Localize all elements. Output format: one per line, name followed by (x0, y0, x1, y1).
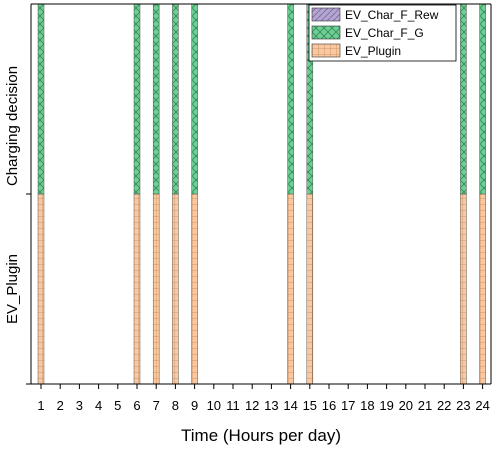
legend-label-ev-char-f-g: EV_Char_F_G (345, 26, 424, 40)
x-ticks-group: 1 2 3 4 5 6 7 8 9 10 11 12 13 14 15 16 17 18 19 20 21 22 23 24 (37, 384, 490, 413)
bar-ev-plugin-hour-23 (460, 193, 467, 385)
x-tick-label: 24 (475, 398, 489, 413)
bar-ev-char-f-g-hour-14 (287, 3, 294, 195)
x-tick-label: 13 (264, 398, 278, 413)
legend-label-ev-plugin: EV_Plugin (345, 44, 401, 58)
x-tick-label: 15 (303, 398, 317, 413)
x-tick-label: 18 (360, 398, 374, 413)
x-tick-label: 6 (133, 398, 140, 413)
bar-ev-char-f-g-hour-7 (152, 3, 160, 195)
x-tick-label: 1 (37, 398, 44, 413)
bar-ev-plugin-hour-7 (152, 193, 160, 385)
x-tick-label: 22 (437, 398, 451, 413)
bar-ev-plugin-hour-24 (479, 193, 486, 385)
x-tick-label: 9 (191, 398, 198, 413)
y-label-charging-decision: Charging decision (4, 66, 21, 186)
x-tick-label: 19 (379, 398, 393, 413)
x-tick-label: 2 (57, 398, 64, 413)
x-tick-label: 16 (322, 398, 336, 413)
legend: EV_Char_F_Rew EV_Char_F_G EV_Plugin (308, 4, 457, 62)
bar-ev-char-f-g-hour-23 (460, 3, 467, 195)
x-tick-label: 21 (418, 398, 432, 413)
bar-ev-plugin-hour-14 (287, 193, 294, 385)
x-tick-label: 7 (153, 398, 160, 413)
x-tick-label: 14 (283, 398, 297, 413)
legend-swatch-ev-plugin (311, 43, 341, 58)
bar-ev-char-f-g-hour-1 (37, 3, 45, 195)
x-tick-label: 12 (245, 398, 259, 413)
bar-ev-plugin-hour-6 (133, 193, 141, 385)
x-tick-label: 3 (76, 398, 83, 413)
bar-ev-plugin-hour-15 (306, 193, 314, 385)
bar-ev-char-f-g-hour-8 (172, 3, 179, 195)
bar-ev-char-f-g-hour-24 (479, 3, 486, 195)
bar-ev-char-f-g-hour-6 (133, 3, 141, 195)
y-label-ev-plugin: EV_Plugin (4, 254, 21, 324)
legend-label-ev-char-f-rew: EV_Char_F_Rew (345, 8, 439, 22)
x-tick-label: 8 (172, 398, 179, 413)
bar-ev-plugin-hour-9 (191, 193, 198, 385)
x-tick-label: 17 (341, 398, 355, 413)
x-tick-label: 20 (399, 398, 413, 413)
bar-ev-plugin-hour-8 (172, 193, 179, 385)
x-tick-label: 4 (95, 398, 102, 413)
x-tick-label: 11 (226, 398, 240, 413)
legend-swatch-ev-char-f-rew (311, 7, 341, 22)
bar-ev-plugin-hour-1 (37, 193, 45, 385)
x-tick-label: 10 (207, 398, 221, 413)
bar-ev-char-f-g-hour-9 (191, 3, 198, 195)
x-axis-title: Time (Hours per day) (181, 426, 341, 445)
x-tick-label: 23 (456, 398, 470, 413)
legend-swatch-ev-char-f-g (311, 25, 341, 40)
x-tick-label: 5 (114, 398, 121, 413)
